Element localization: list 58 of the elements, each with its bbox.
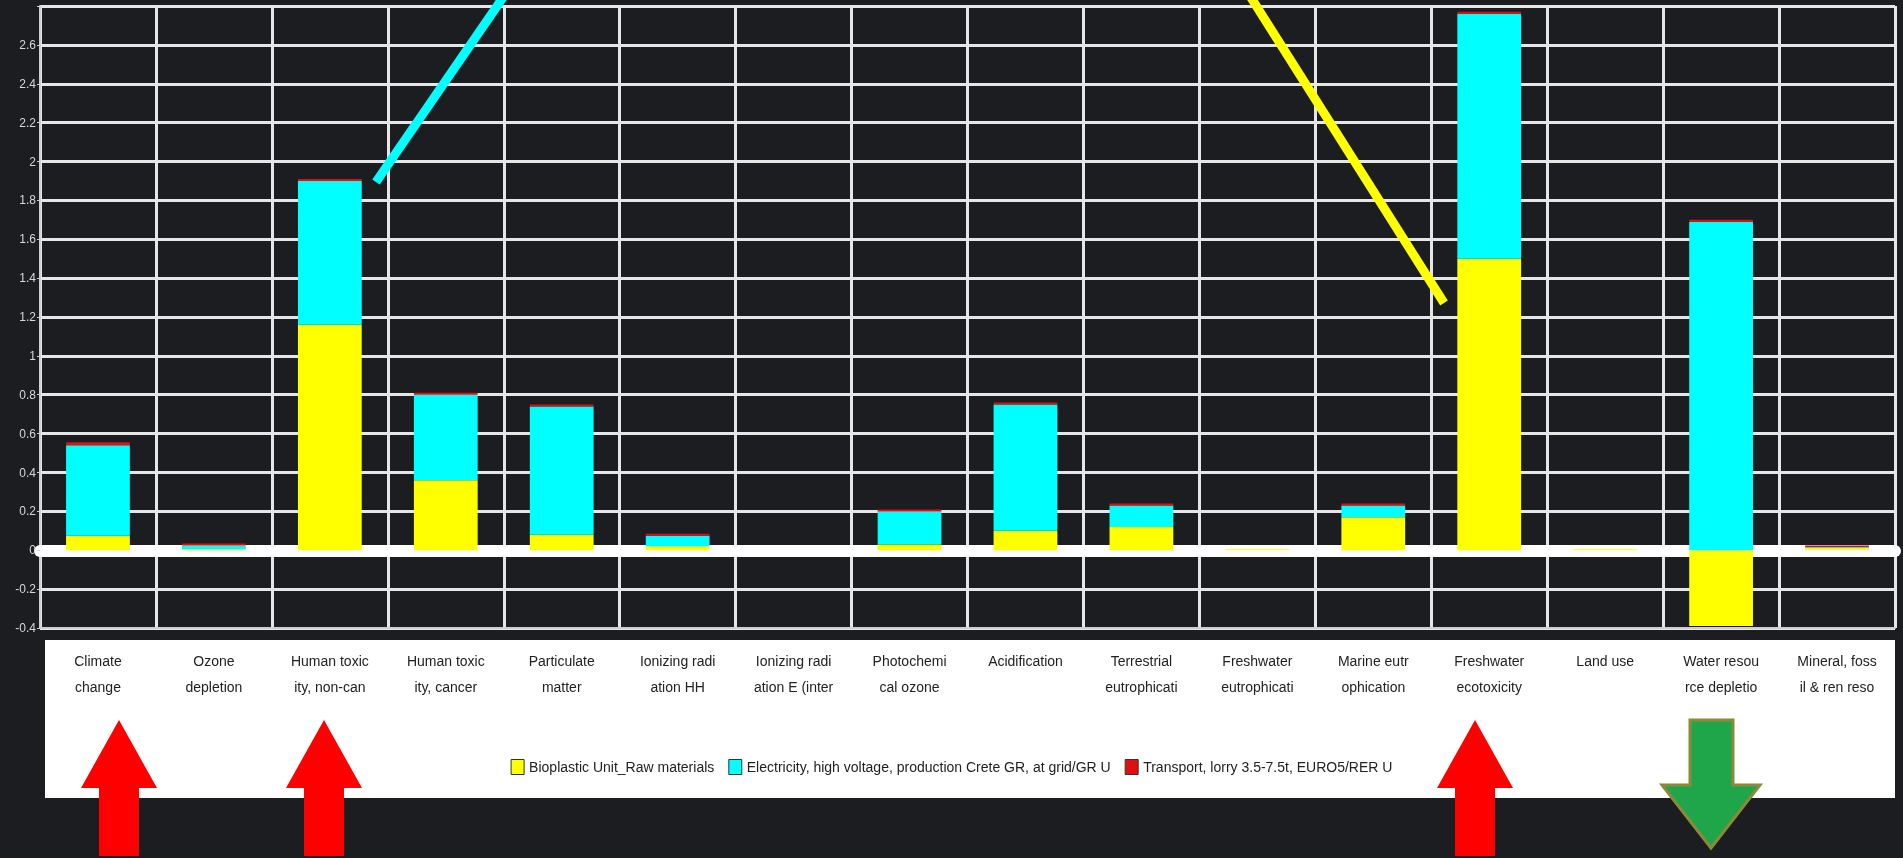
- y-tick-label: 0.8: [19, 387, 37, 402]
- x-tick-label: Human toxic ity, cancer: [406, 653, 485, 695]
- bar: [66, 535, 130, 551]
- x-tick-label: Climate change: [74, 653, 122, 695]
- bar: [66, 442, 130, 446]
- bar: [297, 180, 362, 325]
- y-tick-label: 1.2: [19, 310, 37, 324]
- bar: [1109, 526, 1174, 551]
- bar: [993, 404, 1058, 531]
- bar: [529, 534, 594, 551]
- bar: [182, 545, 246, 550]
- y-tick-label: 1.8: [19, 193, 37, 208]
- y-tick-label: 2: [29, 154, 37, 169]
- bar: [1689, 221, 1753, 551]
- x-tick-label: Land use: [1576, 653, 1635, 669]
- x-tick-label: Ionizing radi ation HH: [639, 653, 716, 695]
- x-tick-label: Human toxic ity, non-can: [290, 653, 369, 695]
- y-tick-label: 2.6: [19, 37, 37, 52]
- bar: [877, 544, 942, 551]
- y-tick-label: 1.4: [19, 271, 37, 286]
- bar: [297, 324, 362, 551]
- bar: [1341, 505, 1406, 518]
- x-tick-label: Ozone depletion: [185, 653, 243, 695]
- bar: [1457, 258, 1522, 551]
- y-tick-label: 0.6: [19, 426, 37, 441]
- y-tick-label: 0.2: [19, 504, 37, 519]
- y-tick-label: 2.4: [19, 76, 37, 91]
- x-tick-label: Freshwater ecotoxicity: [1454, 653, 1525, 695]
- legend-label: Transport, lorry 3.5-7.5t, EURO5/RER U: [1143, 759, 1393, 775]
- bar: [413, 480, 478, 551]
- y-tick-label: 2.2: [19, 115, 37, 130]
- legend-label: Bioplastic Unit_Raw materials: [529, 759, 715, 775]
- bar: [645, 546, 710, 551]
- legend-label: Electricity, high voltage, production Crete GR, at grid/GR U: [746, 759, 1111, 775]
- y-tick-label: 1.6: [19, 232, 37, 247]
- bar: [877, 511, 942, 545]
- bar: [1457, 13, 1522, 259]
- x-tick-label: Acidification: [988, 653, 1063, 669]
- bar: [993, 530, 1058, 551]
- x-tick-label: Terrestrial eutrophicati: [1105, 653, 1178, 695]
- bar: [1109, 505, 1174, 527]
- x-tick-label: Freshwater eutrophicati: [1221, 653, 1294, 695]
- x-tick-label: Marine eutr ophication: [1337, 653, 1410, 695]
- bar: [1341, 517, 1406, 551]
- bar: [66, 445, 130, 536]
- bar: [529, 406, 594, 535]
- x-tick-label: Ionizing radi ation E (inter: [753, 653, 834, 695]
- y-tick-label: 0.4: [19, 465, 37, 480]
- x-tick-label: Mineral, foss il & ren reso: [1797, 653, 1877, 695]
- y-tick-label: 1: [29, 348, 37, 363]
- bar: [645, 535, 710, 547]
- x-tick-label: Photochemi cal ozone: [872, 653, 947, 695]
- x-tick-label: Particulate matter: [528, 653, 595, 695]
- x-tick-label: Water resou rce depletio: [1683, 653, 1759, 695]
- bar: [413, 394, 478, 481]
- bar: [1689, 550, 1753, 627]
- y-tick-label: -0.2: [15, 582, 37, 597]
- y-tick-label: -0.4: [15, 621, 37, 635]
